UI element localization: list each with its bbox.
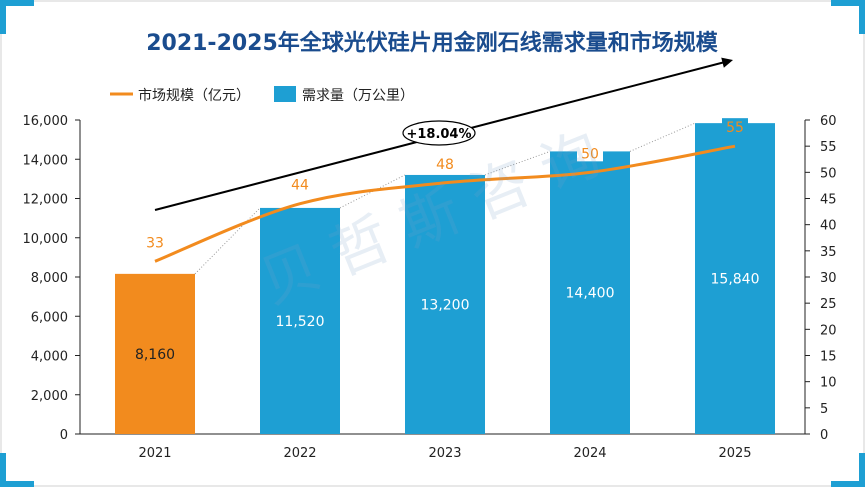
frame-corner (831, 453, 865, 487)
bar (260, 207, 340, 434)
growth-arrow-head (721, 57, 733, 68)
line-label-bg (577, 144, 603, 162)
y-right-tick-label: 5 (820, 402, 828, 417)
y-left-tick-label: 14,000 (23, 153, 69, 168)
y-right-tick-label: 15 (820, 350, 837, 365)
legend: 市场规模（亿元） 需求量（万公里） (110, 86, 414, 104)
y-right-tick-label: 30 (820, 271, 837, 286)
y-left-tick-label: 0 (60, 428, 68, 443)
growth-annotation: +18.04% (154, 57, 733, 211)
growth-badge (402, 120, 476, 146)
bar-value-label: 13,200 (421, 297, 470, 313)
bar-value-label: 15,840 (711, 272, 760, 288)
y-right-tick-label: 60 (820, 114, 837, 129)
y-left-tick-label: 6,000 (31, 310, 68, 325)
frame-corner (0, 0, 34, 34)
bar-guide (194, 207, 261, 275)
bar (550, 151, 630, 434)
y-right-tick-label: 55 (820, 140, 837, 155)
bar-value-label: 14,400 (566, 286, 615, 302)
y-right-tick-label: 35 (820, 245, 837, 260)
x-tick-label: 2024 (573, 446, 606, 461)
line-path (154, 144, 736, 263)
y-left-tick-label: 10,000 (23, 232, 69, 247)
bar-guide (484, 150, 551, 176)
legend-bar-swatch (274, 86, 296, 102)
y-left-tick-label: 16,000 (23, 114, 69, 129)
y-right-tick-label: 20 (820, 323, 837, 338)
frame-corner (0, 453, 34, 487)
line-value-label: 33 (146, 235, 164, 251)
line-series: 33 44 48 50 55 (146, 118, 748, 263)
y-left-tick-label: 12,000 (23, 193, 69, 208)
x-tick-label: 2025 (718, 446, 751, 461)
line-value-label: 50 (581, 146, 599, 162)
frame-corner (831, 0, 865, 34)
y-right-tick-label: 25 (820, 297, 837, 312)
axes: 0 2,000 4,000 6,000 8,000 10,000 12,000 14,000 1… (23, 114, 837, 461)
y-right-tick-label: 45 (820, 193, 837, 208)
bar-value-label: 11,520 (276, 314, 325, 330)
bar (405, 174, 485, 434)
line-value-label: 55 (726, 120, 744, 136)
y-right-tick-label: 50 (820, 166, 837, 181)
y-left-tick-label: 2,000 (31, 389, 68, 404)
legend-label-market: 市场规模（亿元） (138, 87, 250, 104)
bar-value-label: 8,160 (135, 347, 175, 363)
y-left-tick-label: 8,000 (31, 271, 68, 286)
legend-label-demand: 需求量（万公里） (302, 88, 414, 104)
line-value-label: 48 (436, 157, 454, 173)
bar-series: 8,160 11,520 13,200 14,400 15,840 (115, 123, 775, 434)
line-value-label: 44 (291, 178, 309, 194)
y-right-tick-label: 10 (820, 376, 837, 391)
line-label-bg (432, 154, 458, 172)
line-label-bg (722, 118, 748, 136)
x-tick-label: 2021 (138, 446, 171, 461)
x-tick-label: 2023 (428, 446, 461, 461)
growth-badge-label: +18.04% (406, 127, 471, 142)
bar-guide (629, 122, 696, 152)
chart-title: 2021-2025年全球光伏硅片用金刚石线需求量和市场规模 (146, 30, 719, 56)
bar (695, 123, 775, 434)
x-tick-label: 2022 (283, 446, 316, 461)
y-left-tick-label: 4,000 (31, 350, 68, 365)
bar (115, 273, 195, 434)
y-right-tick-label: 0 (820, 428, 828, 443)
y-right-tick-label: 40 (820, 219, 837, 234)
